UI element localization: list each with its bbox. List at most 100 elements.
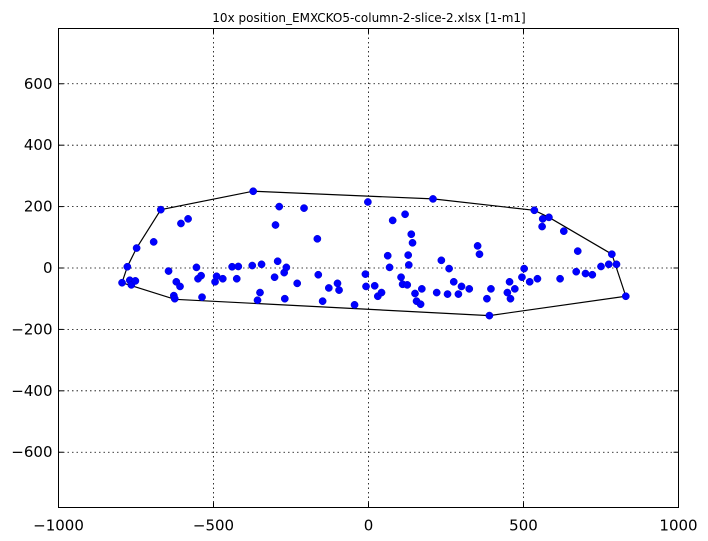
data-point	[232, 274, 241, 283]
data-points	[118, 187, 630, 320]
data-point	[362, 282, 370, 291]
data-point	[383, 251, 392, 260]
data-point	[118, 278, 126, 287]
data-point	[280, 294, 289, 303]
data-point	[364, 198, 372, 206]
data-point	[177, 219, 185, 228]
data-point	[335, 286, 343, 294]
data-point	[293, 279, 302, 288]
x-axis-tick-labels: −1000 −500 0 500 1000	[33, 517, 697, 535]
data-point	[604, 260, 613, 269]
chart-title: 10x position_EMXCKO5-column-2-slice-2.xl…	[212, 11, 525, 25]
data-point	[429, 195, 437, 203]
data-point	[588, 270, 597, 279]
y-tick-label: −600	[11, 443, 52, 461]
data-point	[324, 284, 333, 292]
data-point	[416, 300, 425, 309]
data-point	[449, 277, 458, 286]
data-point	[377, 288, 386, 297]
y-tick-label: 0	[43, 259, 53, 277]
data-point	[170, 294, 179, 303]
data-point	[417, 285, 426, 293]
convex-hull	[121, 190, 627, 317]
data-point	[271, 221, 280, 229]
data-point	[300, 204, 308, 212]
data-point	[608, 250, 616, 259]
data-point	[218, 274, 227, 283]
data-point	[443, 290, 452, 298]
data-point	[282, 263, 291, 272]
y-tick-label: 600	[24, 75, 53, 93]
data-point	[533, 274, 542, 283]
data-point	[388, 216, 397, 225]
data-point	[572, 267, 581, 276]
data-point	[612, 260, 621, 269]
y-tick-label: 400	[24, 136, 53, 154]
data-point	[411, 289, 419, 298]
data-point	[404, 261, 413, 269]
data-point	[176, 282, 184, 291]
data-point	[123, 262, 132, 271]
data-point	[385, 263, 394, 272]
data-point	[403, 281, 412, 289]
data-point	[437, 256, 446, 265]
data-point	[520, 264, 528, 273]
data-point	[485, 311, 494, 320]
data-point	[234, 262, 243, 271]
data-point	[505, 277, 514, 286]
data-point	[510, 285, 519, 293]
data-point	[503, 288, 512, 297]
data-point	[559, 227, 568, 236]
data-point	[407, 230, 416, 239]
data-point	[270, 273, 279, 282]
data-point	[473, 242, 482, 250]
data-point	[530, 206, 539, 215]
data-point	[253, 296, 262, 305]
data-point	[132, 244, 141, 252]
x-tick-label: 0	[364, 517, 374, 535]
data-point	[256, 288, 264, 297]
data-point	[314, 270, 323, 279]
data-point	[275, 202, 284, 211]
data-point	[249, 187, 258, 196]
data-point	[465, 285, 474, 293]
data-point	[318, 297, 327, 306]
data-point	[597, 262, 605, 271]
data-point	[525, 277, 534, 286]
data-point	[506, 294, 515, 303]
x-tick-label: 500	[509, 517, 538, 535]
data-point	[545, 213, 553, 222]
data-point	[257, 260, 266, 269]
axis-ticks	[58, 28, 679, 508]
data-point	[149, 238, 158, 246]
y-tick-label: 200	[24, 198, 53, 216]
data-point	[573, 247, 582, 255]
data-point	[164, 267, 173, 275]
y-axis-tick-labels: −600 −400 −200 0 200 400 600	[11, 75, 52, 461]
data-point	[432, 288, 441, 297]
data-point	[350, 300, 359, 309]
data-point	[370, 281, 379, 290]
data-point	[457, 282, 466, 291]
hull-outline	[121, 190, 627, 317]
data-point	[313, 234, 322, 243]
data-point	[273, 257, 282, 266]
data-point	[192, 263, 201, 272]
data-point	[397, 273, 405, 282]
x-tick-label: −500	[193, 517, 234, 535]
data-point	[445, 264, 453, 273]
data-point	[361, 270, 370, 278]
data-point	[333, 279, 342, 288]
data-point	[581, 269, 590, 278]
y-tick-label: −200	[11, 320, 52, 338]
data-point	[454, 290, 463, 298]
x-tick-label: 1000	[659, 517, 697, 535]
y-tick-label: −400	[11, 382, 52, 400]
x-tick-label: −1000	[33, 517, 84, 535]
data-point	[198, 293, 206, 302]
data-point	[197, 271, 205, 280]
data-point	[556, 274, 564, 283]
data-point	[483, 294, 491, 303]
data-point	[475, 250, 484, 259]
